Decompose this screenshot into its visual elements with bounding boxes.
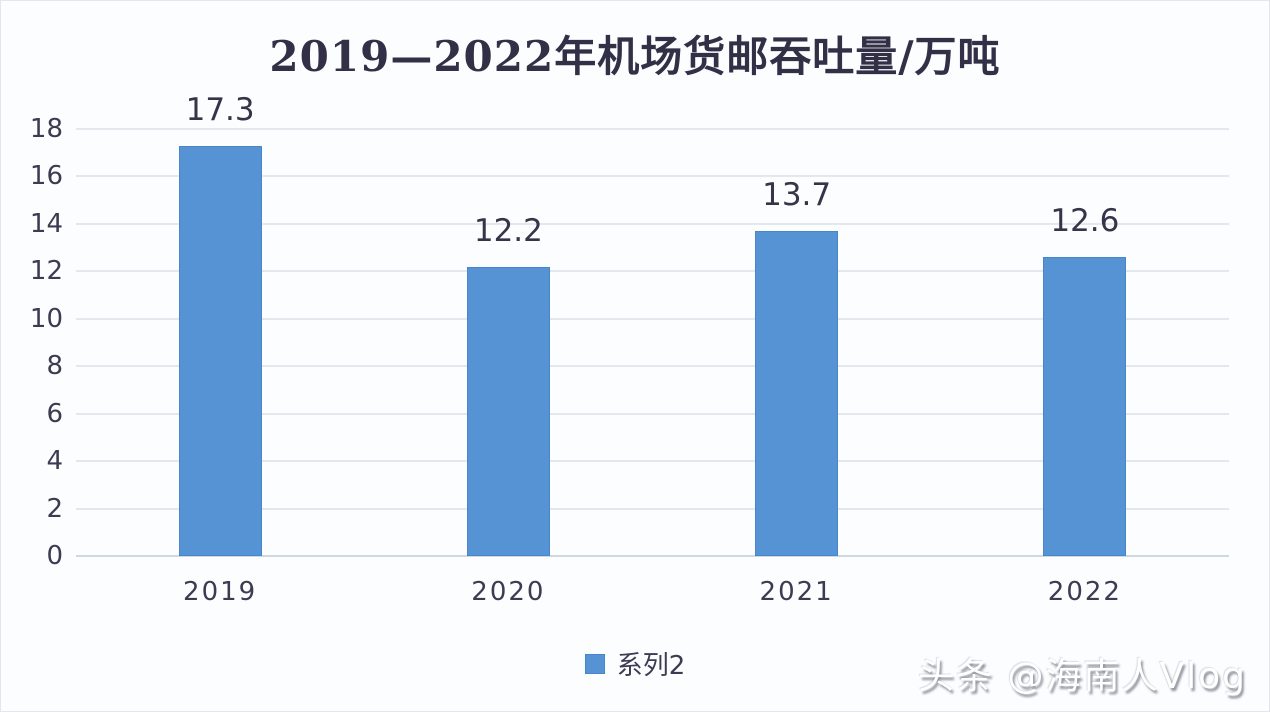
- gridline: [76, 128, 1229, 130]
- watermark: 头条 @海南人Vlog: [918, 656, 1247, 697]
- gridline: [76, 222, 1229, 225]
- gridline: [76, 317, 1229, 320]
- bar-value-label: 12.2: [473, 212, 543, 249]
- y-axis-tick-label: 2: [46, 493, 63, 524]
- x-axis-label: 2020: [471, 577, 546, 607]
- bar: [1043, 257, 1127, 556]
- y-axis-tick-label: 4: [46, 446, 63, 477]
- x-axis-label: 2019: [183, 577, 258, 607]
- y-axis-tick-label: 14: [29, 208, 63, 239]
- bar-value-label: 12.6: [1050, 203, 1120, 240]
- x-axis-label: 2021: [759, 577, 834, 607]
- bar: [755, 231, 839, 556]
- gridline: [76, 460, 1229, 463]
- bar-value-label: 17.3: [185, 91, 255, 128]
- y-axis-tick-label: 6: [46, 398, 63, 429]
- y-axis-tick-label: 10: [29, 303, 63, 334]
- gridline: [76, 412, 1229, 415]
- legend: 系列2: [1, 645, 1269, 682]
- gridline: [76, 175, 1229, 178]
- y-axis-tick-label: 8: [46, 351, 63, 382]
- y-axis-tick-label: 18: [29, 114, 63, 144]
- legend-swatch-icon: [584, 653, 605, 674]
- gridline: [76, 555, 1229, 557]
- bar: [178, 145, 262, 556]
- chart-title: 2019—2022年机场货邮吞吐量/万吨: [269, 32, 1001, 81]
- gridline: [76, 507, 1229, 510]
- gridline: [76, 365, 1229, 368]
- x-axis-label: 2022: [1047, 577, 1122, 607]
- bar: [466, 266, 550, 556]
- gridline: [76, 270, 1229, 273]
- legend-label: 系列2: [616, 651, 686, 681]
- bar-value-label: 13.7: [762, 177, 832, 213]
- y-axis-tick-label: 0: [46, 541, 63, 571]
- y-axis-tick-label: 12: [29, 256, 63, 287]
- y-axis-tick-label: 16: [29, 161, 63, 192]
